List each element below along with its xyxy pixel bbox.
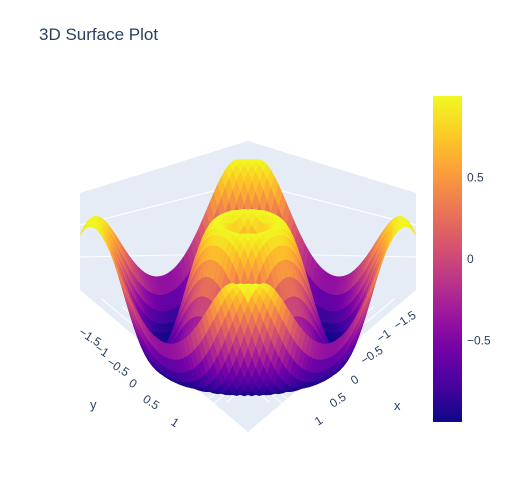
x-axis-label: x <box>394 398 401 413</box>
x-tick-label: −0.5 <box>358 343 386 368</box>
y-tick-label: 1 <box>168 415 181 431</box>
y-axis-label: y <box>90 397 97 412</box>
x-tick-label: 0.5 <box>327 390 349 411</box>
colorbar-tick-label: −0.5 <box>467 334 491 348</box>
surface-cell <box>243 287 253 304</box>
x-tick-label: 0 <box>348 372 361 388</box>
x-tick-label: −1.5 <box>391 308 419 333</box>
colorbar: 0.5 0 −0.5 <box>433 96 491 422</box>
colorbar-gradient <box>433 96 462 422</box>
y-tick-label: 0.5 <box>140 392 162 413</box>
x-tick-label: 1 <box>312 413 325 429</box>
y-tick-label: −0.5 <box>104 355 132 380</box>
colorbar-tick-label: 0 <box>467 252 474 266</box>
y-tick-label: 0 <box>126 376 139 392</box>
chart-title: 3D Surface Plot <box>39 25 159 44</box>
surface-mesh[interactable] <box>79 159 417 397</box>
colorbar-tick-label: 0.5 <box>467 171 484 185</box>
